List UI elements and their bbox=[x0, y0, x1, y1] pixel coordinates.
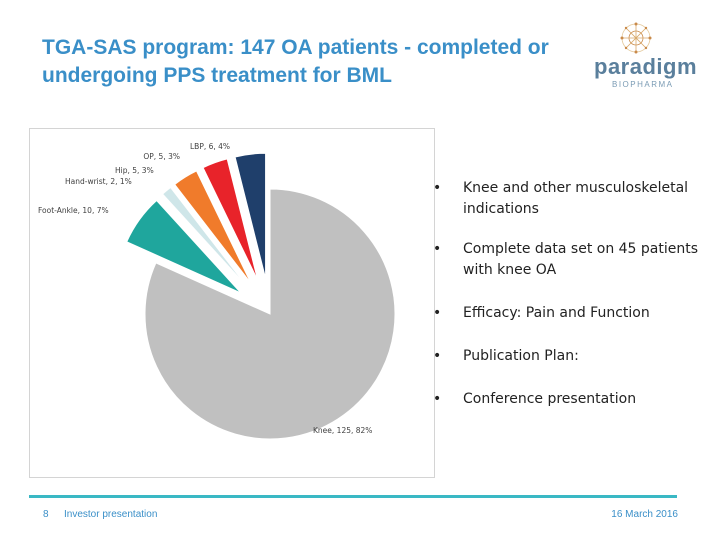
slice-label: Hand-wrist, 2, 1% bbox=[65, 177, 132, 186]
slice-label: Foot-Ankle, 10, 7% bbox=[38, 206, 109, 215]
bullet-text: Complete data set on 45 patients with kn… bbox=[463, 241, 699, 278]
bullet-marker: • bbox=[433, 348, 442, 364]
bullet-item: • Efficacy: Pain and Function bbox=[433, 303, 703, 324]
slide-title: TGA-SAS program: 147 OA patients - compl… bbox=[42, 36, 549, 87]
pie-slice-knee bbox=[144, 188, 396, 440]
bullet-marker: • bbox=[433, 391, 442, 407]
bullet-item: • Conference presentation bbox=[433, 389, 703, 410]
pie-chart-panel: Knee, 125, 82% Foot-Ankle, 10, 7% Hand-wri… bbox=[29, 128, 435, 478]
page-number: 8 bbox=[43, 509, 49, 520]
bullet-item: • Complete data set on 45 patients with k… bbox=[433, 239, 703, 281]
pie-slice-hip bbox=[173, 170, 252, 284]
logo-subtitle: BIOPHARMA bbox=[612, 80, 674, 89]
footer-divider bbox=[29, 495, 677, 498]
bullet-item: • Publication Plan: bbox=[433, 346, 703, 367]
slice-label: Hip, 5, 3% bbox=[115, 166, 154, 175]
pie-slice-hand-wrist bbox=[161, 186, 248, 287]
slice-label: LBP, 6, 4% bbox=[190, 142, 230, 151]
bullet-text: Publication Plan: bbox=[463, 348, 579, 364]
bullet-text: Knee and other musculoskeletal indicatio… bbox=[463, 180, 689, 217]
pie-slice-lbp bbox=[234, 152, 267, 279]
pie-chart: Knee, 125, 82% Foot-Ankle, 10, 7% Hand-wri… bbox=[38, 142, 396, 440]
footer-left-text: Investor presentation bbox=[64, 509, 158, 520]
bullet-text: Conference presentation bbox=[463, 391, 637, 407]
bullet-item: • Knee and other musculoskeletal indicati… bbox=[433, 178, 703, 220]
pie-slice-foot-ankle bbox=[126, 199, 242, 294]
logo-wordmark: paradigm bbox=[594, 54, 698, 79]
slice-label: OP, 5, 3% bbox=[143, 152, 180, 161]
bullet-marker: • bbox=[433, 241, 442, 257]
footer-date: 16 March 2016 bbox=[611, 509, 678, 520]
bullet-marker: • bbox=[433, 180, 442, 196]
bullet-list: • Knee and other musculoskeletal indicati… bbox=[433, 178, 703, 410]
slice-label: Knee, 125, 82% bbox=[313, 426, 372, 435]
bullet-text: Efficacy: Pain and Function bbox=[463, 305, 650, 321]
bullet-marker: • bbox=[433, 305, 442, 321]
pie-slice-op bbox=[202, 158, 259, 281]
paradigm-logo-icon bbox=[620, 22, 652, 54]
